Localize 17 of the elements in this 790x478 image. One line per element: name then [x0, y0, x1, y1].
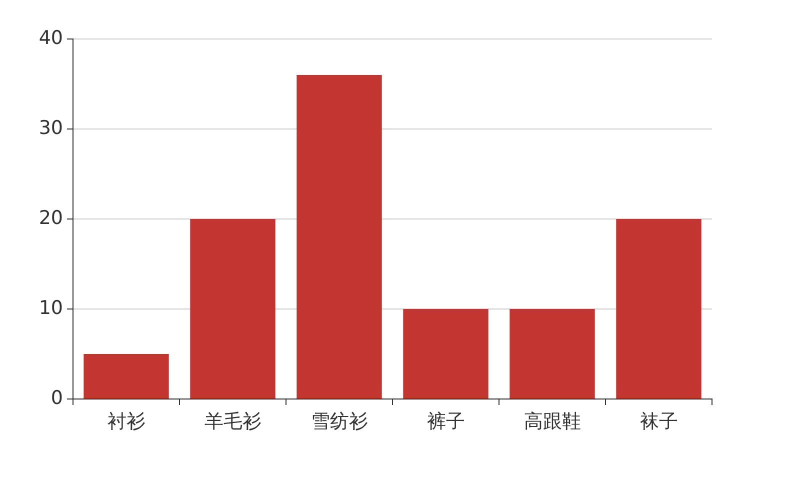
bar — [616, 219, 702, 398]
x-tick-label: 雪纺衫 — [310, 410, 368, 432]
bar — [84, 354, 169, 398]
x-tick-label: 裤子 — [426, 410, 465, 432]
y-tick-label: 20 — [38, 206, 63, 229]
x-tick-label: 袜子 — [640, 410, 678, 432]
y-tick-label: 10 — [38, 296, 63, 319]
x-tick-label: 羊毛衫 — [204, 410, 262, 432]
y-tick-label: 0 — [50, 386, 63, 409]
x-tick-label: 高跟鞋 — [524, 410, 581, 432]
y-tick-label: 30 — [38, 116, 63, 139]
bar — [403, 309, 488, 398]
bar — [510, 309, 595, 398]
bar — [296, 75, 382, 398]
x-tick-label: 衬衫 — [107, 410, 146, 432]
y-tick-label: 40 — [38, 26, 63, 49]
bar — [190, 219, 276, 398]
